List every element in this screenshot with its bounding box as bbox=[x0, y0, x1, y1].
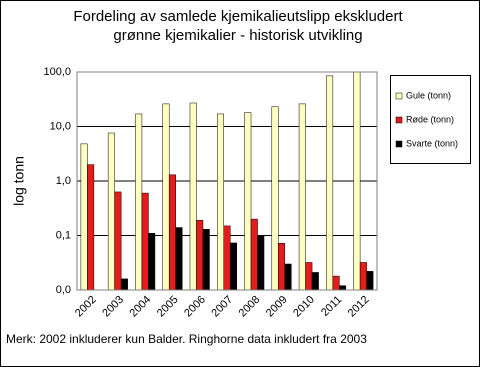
y-tick-label: 10,0 bbox=[50, 120, 71, 132]
legend-swatch bbox=[395, 140, 403, 148]
bar bbox=[230, 242, 237, 291]
bar bbox=[366, 271, 374, 291]
y-tick-label: 0,1 bbox=[56, 229, 71, 241]
chart-title: Fordeling av samlede kjemikalieutslipp e… bbox=[73, 8, 403, 25]
bar bbox=[80, 143, 88, 291]
note: Merk: 2002 inkluderer kun Balder. Ringho… bbox=[6, 332, 367, 346]
bar bbox=[120, 278, 128, 291]
legend-swatch bbox=[395, 116, 403, 124]
chart-title: grønne kjemikalier - historisk utvikling bbox=[113, 27, 362, 44]
bar bbox=[278, 243, 286, 291]
bar bbox=[271, 106, 279, 291]
bar bbox=[202, 229, 210, 291]
bar bbox=[326, 75, 334, 291]
bar bbox=[257, 235, 265, 291]
bar bbox=[250, 218, 258, 291]
legend-box bbox=[390, 75, 471, 164]
bar bbox=[87, 164, 95, 291]
y-tick-label: 0,0 bbox=[56, 284, 71, 296]
bar bbox=[114, 191, 122, 291]
bar bbox=[175, 227, 183, 291]
bar bbox=[196, 220, 204, 291]
bar bbox=[305, 262, 313, 291]
bar bbox=[353, 71, 361, 291]
bar bbox=[332, 275, 340, 291]
bar bbox=[284, 263, 292, 291]
bar bbox=[162, 103, 170, 291]
plot-border bbox=[76, 71, 378, 291]
bar bbox=[217, 113, 224, 291]
bar bbox=[107, 132, 115, 291]
bar bbox=[148, 232, 156, 291]
legend-label: Svarte (tonn) bbox=[406, 138, 458, 148]
bar bbox=[189, 102, 197, 291]
bar bbox=[168, 174, 176, 291]
bar bbox=[339, 285, 347, 291]
bar bbox=[135, 113, 143, 291]
bar bbox=[311, 272, 319, 291]
bar bbox=[298, 103, 306, 291]
y-tick-label: 100,0 bbox=[43, 66, 71, 78]
y-axis-label: log tonn bbox=[11, 156, 27, 206]
bar bbox=[141, 192, 149, 291]
legend-label: Gule (tonn) bbox=[406, 90, 451, 100]
y-tick-label: 1,0 bbox=[56, 175, 71, 187]
bar bbox=[244, 112, 252, 291]
bar bbox=[359, 262, 367, 291]
legend-label: Røde (tonn) bbox=[406, 114, 454, 124]
bar bbox=[223, 225, 231, 291]
legend-swatch bbox=[395, 92, 403, 100]
